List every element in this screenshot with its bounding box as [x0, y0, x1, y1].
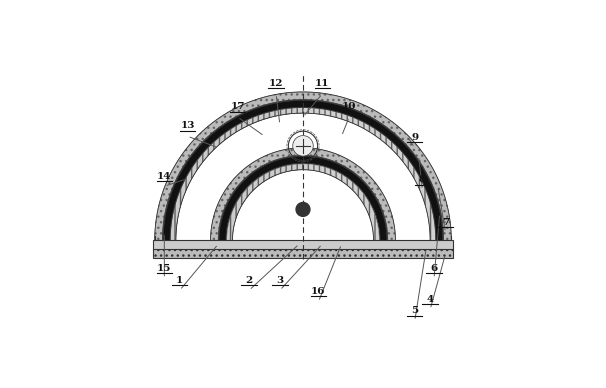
- Circle shape: [296, 203, 310, 217]
- Polygon shape: [155, 92, 451, 240]
- Polygon shape: [210, 148, 396, 240]
- Polygon shape: [163, 100, 443, 240]
- Text: 7: 7: [442, 218, 449, 227]
- Text: 4: 4: [427, 295, 434, 304]
- Text: 5: 5: [411, 307, 418, 315]
- Text: 8: 8: [419, 175, 426, 184]
- Text: 16: 16: [311, 287, 325, 296]
- Circle shape: [293, 135, 313, 156]
- Bar: [153, 240, 453, 250]
- Text: 2: 2: [245, 275, 253, 284]
- Polygon shape: [227, 164, 379, 240]
- Text: 15: 15: [157, 264, 171, 273]
- Text: 13: 13: [180, 121, 195, 130]
- Text: 12: 12: [269, 79, 283, 88]
- Text: 3: 3: [276, 275, 284, 284]
- Text: 1: 1: [176, 275, 184, 284]
- Bar: [153, 249, 453, 258]
- Text: 9: 9: [411, 133, 418, 142]
- Polygon shape: [227, 164, 303, 240]
- Polygon shape: [170, 108, 436, 240]
- Text: 14: 14: [157, 171, 171, 180]
- Text: 10: 10: [342, 102, 356, 111]
- Text: 6: 6: [430, 264, 438, 273]
- Text: 11: 11: [315, 79, 330, 88]
- Polygon shape: [219, 156, 387, 240]
- Polygon shape: [170, 108, 303, 240]
- Text: 17: 17: [230, 102, 245, 111]
